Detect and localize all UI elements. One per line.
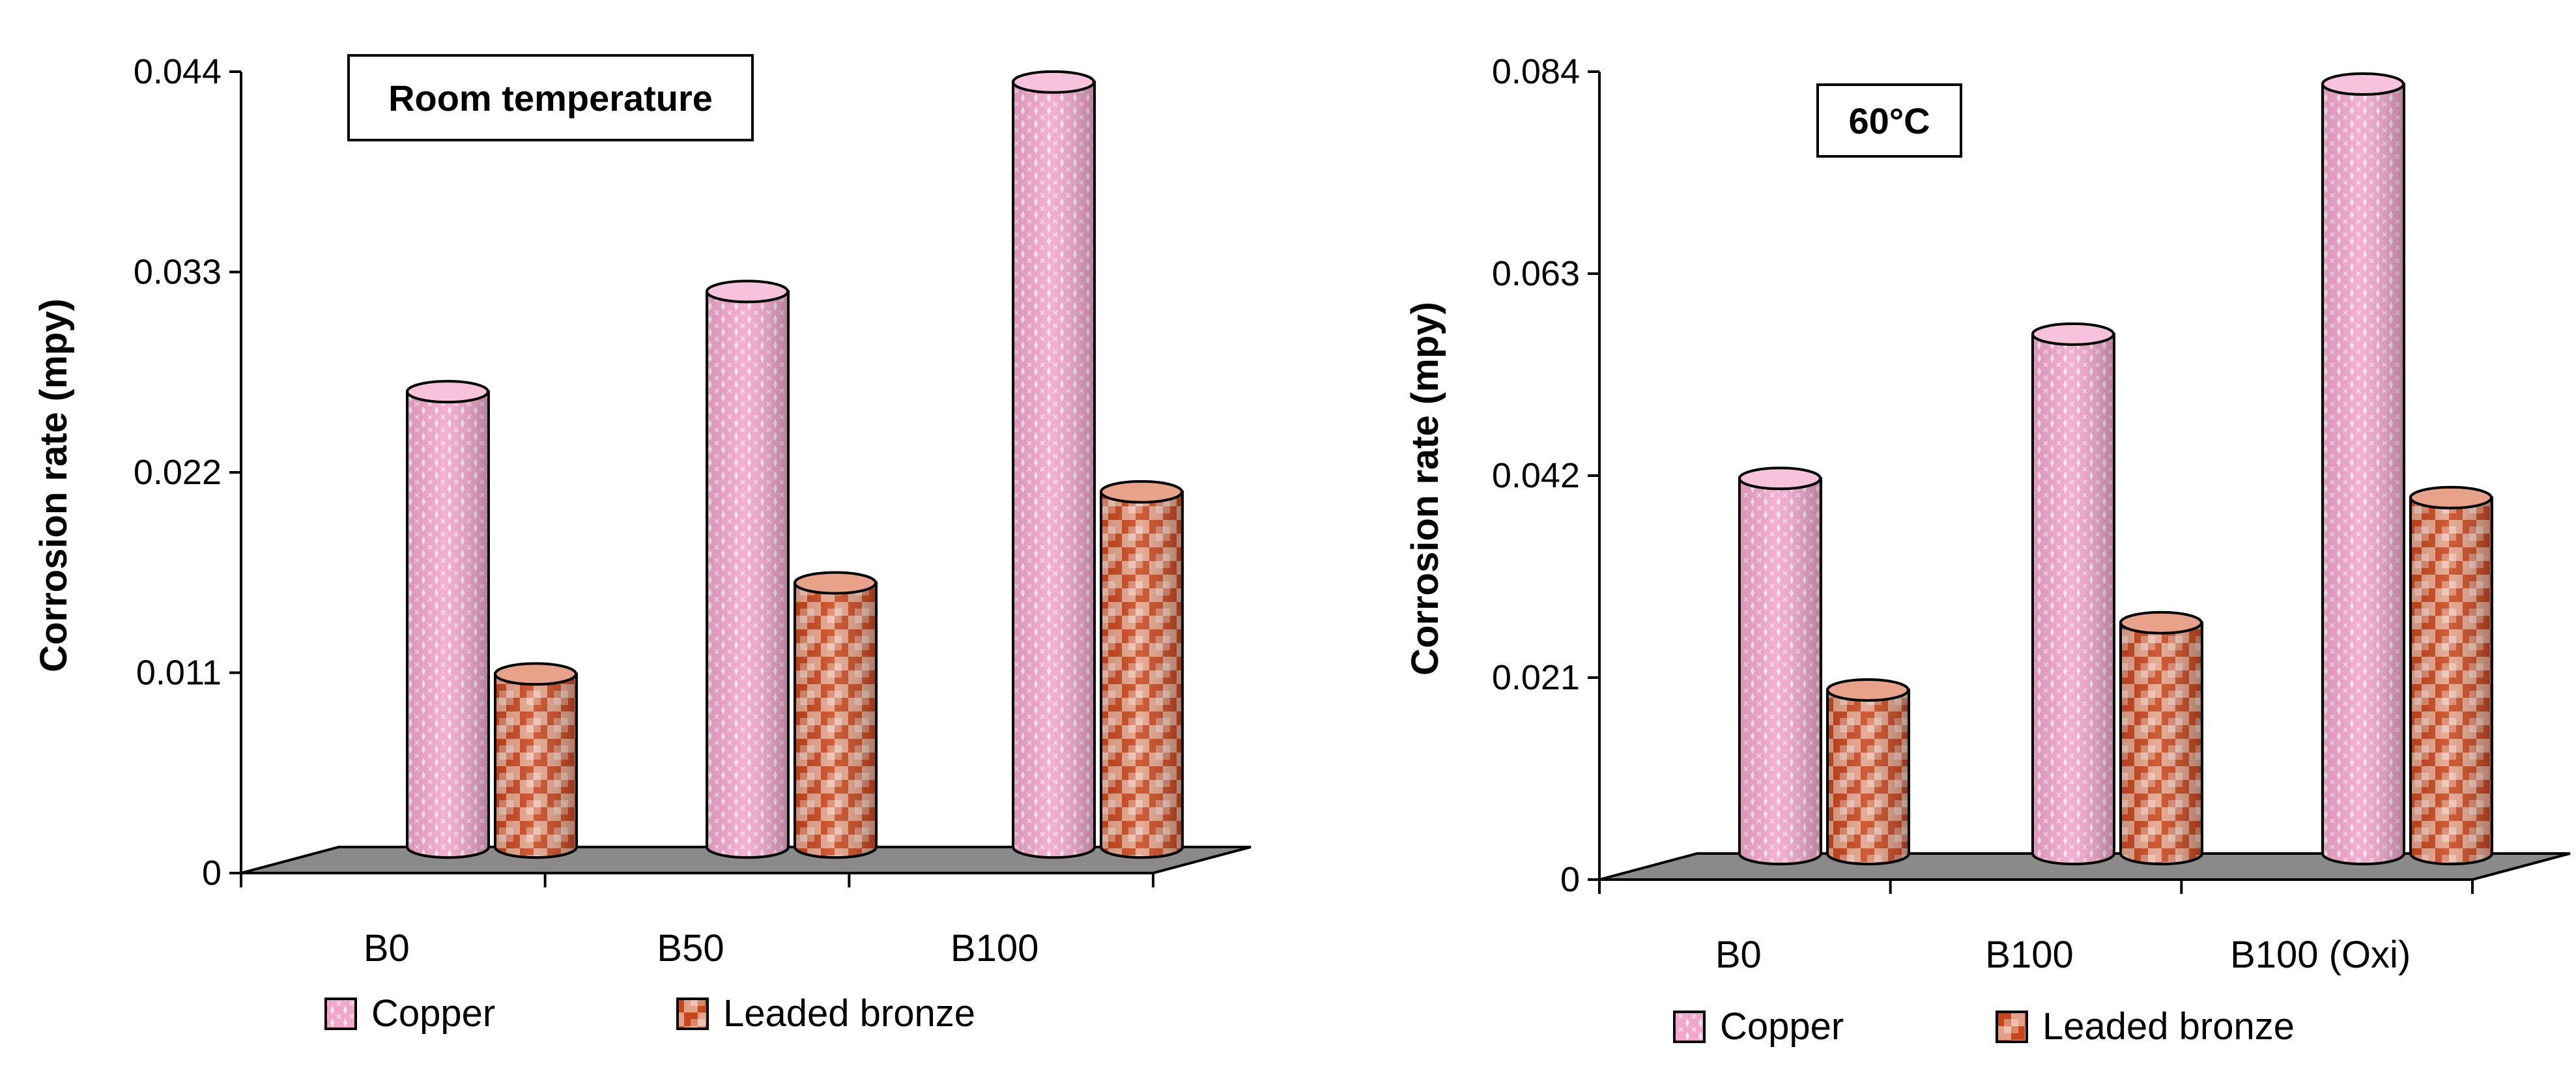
bar-top: [2409, 485, 2493, 510]
bar-top: [494, 662, 577, 686]
bar-outline: [1826, 689, 1910, 866]
bar-outline: [2119, 621, 2203, 866]
legend-swatch-leaded-bronze: [1996, 1011, 2028, 1043]
bar-outline: [1100, 490, 1184, 859]
bar-leaded-bronze-b100-oxi: [2409, 485, 2493, 866]
bar-leaded-bronze-b0: [1826, 678, 1910, 866]
x-tick-label-b0: B0: [1715, 934, 1762, 976]
bar-top: [1012, 70, 1095, 94]
x-tick-label-b0: B0: [364, 927, 410, 969]
bar-copper-b50: [706, 280, 790, 859]
x-tick-label-b100: B100: [951, 927, 1038, 969]
y-tick-label: 0.011: [136, 653, 222, 693]
legend-label-copper: Copper: [371, 992, 495, 1035]
bar-top: [2031, 322, 2115, 346]
legend-label-copper: Copper: [1720, 1005, 1844, 1048]
bar-copper-b100: [2031, 322, 2115, 866]
y-axis-label: Corrosion rate (mpy): [1404, 302, 1446, 676]
chart-60c: 0 0.021 0.042 0.063 0.084 Corrosion rate (mpy…: [1404, 52, 2571, 1048]
y-axis-label: Corrosion rate (mpy): [33, 298, 75, 672]
bar-outline: [2321, 83, 2405, 866]
bar-top: [1100, 480, 1183, 504]
y-tick-label: 0.022: [134, 453, 222, 492]
bar-outline: [794, 581, 878, 859]
y-tick-label: 0.033: [134, 253, 222, 292]
bar-copper-b0: [406, 380, 490, 859]
x-tick-label-b50: B50: [657, 927, 724, 969]
y-tick-label: 0.084: [1492, 52, 1580, 91]
bar-outline: [2031, 332, 2115, 866]
x-tick-label-b100-oxi: B100 (Oxi): [2230, 934, 2411, 976]
bar-outline: [706, 290, 790, 859]
bar-top: [1826, 678, 1910, 702]
bar-leaded-bronze-b0: [494, 662, 578, 859]
title-box: [347, 54, 754, 141]
bar-outline: [2409, 496, 2493, 866]
bar-leaded-bronze-b50: [794, 571, 878, 859]
bar-top: [706, 280, 789, 304]
bar-top: [2119, 610, 2203, 635]
legend-label-leaded-bronze: Leaded bronze: [723, 992, 975, 1035]
bar-outline: [1012, 80, 1096, 859]
bar-outline: [1738, 477, 1822, 866]
bar-top: [794, 571, 877, 595]
legend-label-leaded-bronze: Leaded bronze: [2042, 1005, 2295, 1048]
y-tick-label: 0.042: [1492, 456, 1580, 495]
chart-room-temperature: 0 0.011 0.022 0.033 0.044 Corrosion rate (mpy…: [33, 52, 1252, 1035]
y-tick-label: 0.021: [1492, 658, 1580, 697]
x-tick-label-b100: B100: [1985, 934, 2073, 976]
bar-leaded-bronze-b100: [1100, 480, 1184, 859]
chart-title: Room temperature: [388, 78, 713, 119]
legend-swatch-copper: [1673, 1011, 1706, 1043]
y-tick-label: 0.044: [134, 52, 222, 91]
bar-top: [2321, 72, 2405, 96]
y-tick-label: 0.063: [1492, 254, 1580, 293]
bar-top: [406, 380, 489, 404]
chart-title: 60°C: [1848, 100, 1930, 141]
bar-outline: [406, 390, 490, 859]
bar-outline: [494, 672, 578, 859]
y-tick-label: 0: [202, 854, 222, 893]
title-box: [1816, 83, 1962, 158]
bar-top: [1738, 467, 1822, 491]
legend-swatch-copper: [324, 998, 357, 1030]
y-tick-label: 0: [1560, 860, 1580, 899]
bar-copper-b0: [1738, 467, 1822, 866]
bar-copper-b100-oxi: [2321, 72, 2405, 866]
bar-leaded-bronze-b100: [2119, 610, 2203, 866]
legend-swatch-leaded-bronze: [676, 998, 709, 1030]
bar-copper-b100: [1012, 70, 1096, 859]
